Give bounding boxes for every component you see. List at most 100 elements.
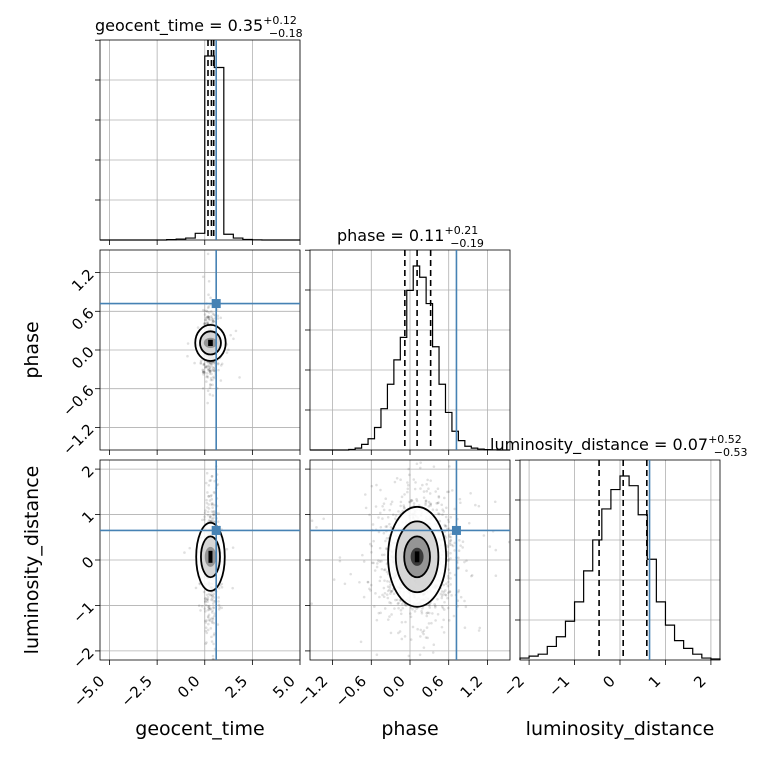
pair-geocent-time-vs-phase-point bbox=[186, 354, 189, 358]
pair-geocent-time-vs-phase-point bbox=[207, 361, 210, 365]
pair-phase-vs-luminosity-distance-point bbox=[403, 635, 407, 638]
pair-geocent-time-vs-phase-point bbox=[209, 383, 212, 387]
pair-phase-vs-luminosity-distance-point bbox=[378, 595, 381, 599]
pair-geocent-time-vs-luminosity-distance-point bbox=[207, 503, 210, 506]
pair-phase-vs-luminosity-distance-point bbox=[393, 607, 396, 610]
pair-geocent-time-vs-luminosity-distance-point bbox=[212, 516, 215, 520]
pair-phase-vs-luminosity-distance-point bbox=[470, 574, 473, 578]
pair-geocent-time-vs-phase-point bbox=[205, 375, 208, 379]
pair-phase-vs-luminosity-distance-point bbox=[424, 636, 428, 639]
pair-phase-vs-luminosity-distance-point bbox=[388, 588, 391, 592]
pair-geocent-time-vs-phase-point bbox=[212, 362, 216, 365]
pair-geocent-time-vs-luminosity-distance-point bbox=[207, 494, 211, 498]
hist-luminosity-distance-steps bbox=[519, 475, 721, 660]
pair-geocent-time-vs-phase-point bbox=[201, 370, 205, 374]
pair-geocent-time-vs-phase-point bbox=[209, 376, 213, 380]
pair-phase-vs-luminosity-distance-point bbox=[406, 487, 410, 491]
pair-geocent-time-vs-luminosity-distance-point bbox=[225, 547, 229, 551]
pair-geocent-time-vs-luminosity-distance-point bbox=[211, 594, 214, 597]
pair-geocent-time-vs-phase-point bbox=[209, 369, 212, 373]
pair-phase-vs-luminosity-distance-point bbox=[434, 619, 437, 622]
pair-phase-vs-luminosity-distance-point bbox=[408, 673, 411, 676]
pair-phase-vs-luminosity-distance-point bbox=[452, 614, 456, 618]
pair-geocent-time-vs-phase-point bbox=[207, 315, 210, 319]
pair-phase-vs-luminosity-distance-point bbox=[448, 590, 452, 593]
pair-geocent-time-vs-phase-point bbox=[234, 329, 238, 333]
pair-phase-vs-luminosity-distance-point bbox=[426, 611, 430, 615]
pair-phase-vs-luminosity-distance-point bbox=[447, 559, 450, 562]
pair-geocent-time-vs-luminosity-distance-point bbox=[213, 614, 216, 618]
pair-phase-vs-luminosity-distance-xticklabel-0: −1.2 bbox=[293, 672, 331, 710]
pair-geocent-time-vs-phase-point bbox=[204, 318, 207, 322]
pair-phase-vs-luminosity-distance-point bbox=[414, 481, 417, 484]
pair-phase-vs-luminosity-distance-point bbox=[322, 517, 325, 521]
pair-geocent-time-vs-phase-point bbox=[217, 368, 220, 372]
pair-geocent-time-vs-phase-point bbox=[193, 361, 196, 365]
pair-phase-vs-luminosity-distance-point bbox=[418, 653, 422, 657]
pair-geocent-time-vs-luminosity-distance-point bbox=[207, 616, 210, 619]
pair-phase-vs-luminosity-distance-point bbox=[375, 676, 378, 679]
pair-geocent-time-vs-luminosity-distance-point bbox=[207, 495, 210, 498]
pair-phase-vs-luminosity-distance-point bbox=[426, 478, 429, 482]
pair-phase-vs-luminosity-distance-point bbox=[397, 606, 400, 610]
pair-phase-vs-luminosity-distance-point bbox=[428, 603, 431, 606]
pair-phase-vs-luminosity-distance-point bbox=[422, 490, 426, 493]
pair-geocent-time-vs-luminosity-distance-point bbox=[204, 509, 207, 512]
pair-phase-vs-luminosity-distance-point bbox=[463, 599, 466, 603]
pair-geocent-time-vs-phase-point bbox=[211, 319, 215, 323]
pair-geocent-time-vs-luminosity-distance-point bbox=[210, 497, 214, 501]
pair-phase-vs-luminosity-distance-point bbox=[338, 556, 342, 559]
pair-geocent-time-vs-phase-axes bbox=[99, 249, 301, 451]
pair-phase-vs-luminosity-distance-point bbox=[404, 604, 408, 607]
pair-geocent-time-vs-luminosity-distance-marks bbox=[100, 460, 300, 660]
pair-phase-vs-luminosity-distance-point bbox=[349, 572, 352, 576]
pair-phase-vs-luminosity-distance-point bbox=[440, 605, 444, 608]
pair-phase-vs-luminosity-distance-point bbox=[389, 525, 393, 529]
pair-phase-vs-luminosity-distance-point bbox=[438, 519, 442, 523]
pair-phase-vs-luminosity-distance-point bbox=[424, 503, 427, 506]
pair-phase-vs-luminosity-distance-point bbox=[381, 593, 384, 597]
pair-geocent-time-vs-phase-point bbox=[207, 315, 211, 319]
pair-phase-vs-luminosity-distance-point bbox=[437, 664, 440, 667]
pair-geocent-time-vs-phase-point bbox=[212, 375, 215, 379]
pair-geocent-time-vs-phase-point bbox=[203, 322, 207, 325]
pair-phase-vs-luminosity-distance-point bbox=[408, 473, 411, 477]
pair-phase-vs-luminosity-distance-point bbox=[446, 527, 449, 531]
pair-geocent-time-vs-luminosity-distance-point bbox=[207, 606, 211, 609]
pair-geocent-time-vs-phase-point bbox=[205, 309, 208, 313]
pair-geocent-time-vs-luminosity-distance-point bbox=[206, 628, 210, 632]
pair-geocent-time-vs-phase-point bbox=[206, 306, 210, 310]
hist-luminosity-distance-xticklabel-0: −2 bbox=[500, 672, 528, 700]
pair-phase-vs-luminosity-distance-point bbox=[382, 508, 386, 512]
pair-geocent-time-vs-phase-point bbox=[232, 337, 235, 341]
pair-phase-vs-luminosity-distance-point bbox=[385, 593, 389, 596]
pair-phase-vs-luminosity-distance-point bbox=[419, 487, 422, 490]
pair-geocent-time-vs-phase-point bbox=[204, 365, 208, 368]
pair-phase-vs-luminosity-distance-point bbox=[447, 527, 451, 531]
pair-phase-vs-luminosity-distance-point bbox=[425, 611, 429, 615]
pair-phase-vs-luminosity-distance-point bbox=[366, 580, 370, 584]
pair-phase-vs-luminosity-distance-point bbox=[449, 515, 453, 519]
pair-geocent-time-vs-luminosity-distance-point bbox=[210, 502, 214, 505]
pair-phase-vs-luminosity-distance-point bbox=[433, 603, 436, 606]
pair-phase-vs-luminosity-distance-point bbox=[521, 599, 524, 602]
pair-phase-vs-luminosity-distance-point bbox=[382, 595, 386, 599]
pair-phase-vs-luminosity-distance-point bbox=[442, 510, 445, 513]
pair-geocent-time-vs-luminosity-distance-point bbox=[204, 642, 207, 645]
pair-geocent-time-vs-phase-point bbox=[208, 383, 212, 386]
pair-phase-vs-luminosity-distance-point bbox=[383, 591, 387, 595]
pair-phase-vs-luminosity-distance-point bbox=[386, 516, 390, 519]
pair-phase-vs-luminosity-distance-point bbox=[406, 481, 409, 484]
pair-phase-vs-luminosity-distance-point bbox=[450, 594, 453, 597]
pair-geocent-time-vs-luminosity-distance-point bbox=[203, 599, 207, 603]
pair-geocent-time-vs-luminosity-distance-point bbox=[211, 594, 214, 598]
pair-geocent-time-vs-phase-point bbox=[206, 389, 210, 393]
pair-phase-vs-luminosity-distance-point bbox=[444, 668, 447, 671]
pair-phase-vs-luminosity-distance-point bbox=[434, 662, 437, 665]
pair-phase-vs-luminosity-distance-point bbox=[420, 609, 423, 613]
pair-geocent-time-vs-luminosity-distance-point bbox=[212, 621, 216, 625]
pair-phase-vs-luminosity-distance-point bbox=[453, 507, 457, 511]
pair-geocent-time-vs-luminosity-distance-point bbox=[212, 510, 215, 514]
pair-phase-vs-luminosity-distance-point bbox=[459, 595, 463, 599]
